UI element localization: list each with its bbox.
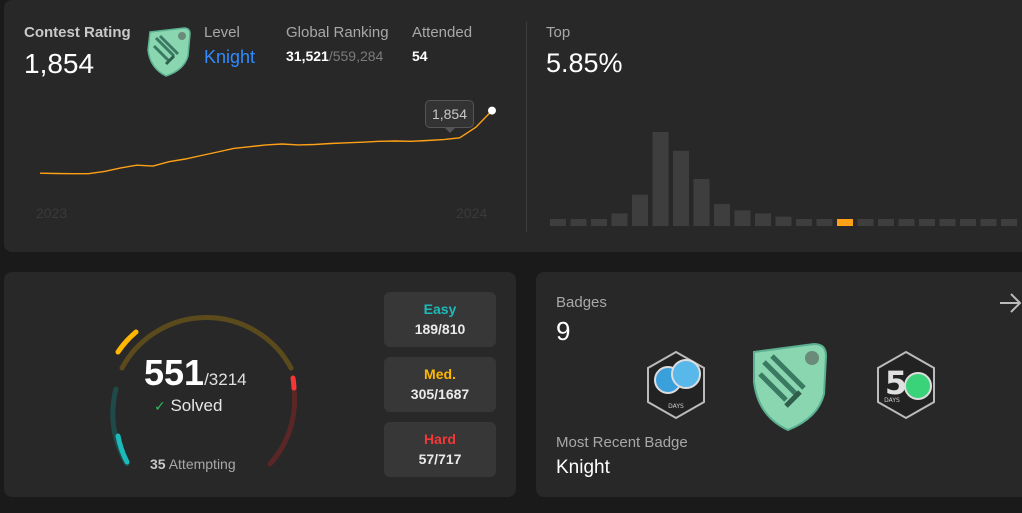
recent-badge-value: Knight bbox=[556, 457, 610, 478]
rating-tooltip: 1,854 bbox=[425, 100, 474, 128]
contest-rating-value: 1,854 bbox=[24, 48, 95, 79]
distribution-bar-current bbox=[837, 219, 853, 226]
distribution-bar bbox=[980, 219, 997, 226]
year-start-label: 2023 bbox=[36, 205, 68, 221]
arrow-right-icon[interactable] bbox=[998, 292, 1022, 314]
distribution-bar bbox=[939, 219, 956, 226]
distribution-bar bbox=[632, 194, 648, 226]
rating-distribution-chart[interactable] bbox=[550, 120, 1022, 226]
distribution-bar bbox=[673, 150, 689, 226]
knight-badge-icon[interactable] bbox=[748, 342, 832, 432]
badge-days-text: DAYS bbox=[668, 403, 684, 410]
distribution-bar bbox=[714, 204, 730, 226]
rating-current-point bbox=[488, 106, 496, 115]
distribution-bar bbox=[796, 219, 812, 226]
distribution-bar bbox=[878, 219, 894, 226]
year-end-label: 2024 bbox=[456, 205, 488, 221]
distribution-bar bbox=[960, 219, 976, 226]
distribution-bar bbox=[734, 210, 751, 226]
global-ranking-label: Global Ranking bbox=[286, 24, 389, 41]
badges-card: Badges 9 DAYS 5 DAYS Most Recent Badge K… bbox=[536, 272, 1022, 497]
hard-box[interactable]: Hard 57/717 bbox=[384, 422, 496, 477]
distribution-bar bbox=[898, 219, 915, 226]
badges-label: Badges bbox=[556, 294, 607, 311]
knight-level-icon bbox=[147, 27, 191, 77]
solved-label: ✓ Solved bbox=[154, 396, 223, 415]
level-label: Level bbox=[204, 24, 240, 41]
easy-box[interactable]: Easy 189/810 bbox=[384, 292, 496, 347]
days-badge-icon[interactable]: DAYS bbox=[644, 350, 708, 420]
distribution-bar bbox=[611, 213, 628, 226]
distribution-bar bbox=[755, 213, 771, 226]
tooltip-pointer bbox=[444, 127, 456, 133]
attempting-label: 35 Attempting bbox=[150, 456, 236, 472]
distribution-bar bbox=[857, 219, 874, 226]
badge-50-days-text: DAYS bbox=[884, 397, 900, 404]
distribution-bar bbox=[1001, 219, 1017, 226]
recent-badge-label: Most Recent Badge bbox=[556, 434, 688, 451]
solved-progress-card: 551/3214 ✓ Solved 35 Attempting Easy 189… bbox=[4, 272, 516, 497]
top-percent-value: 5.85% bbox=[546, 48, 623, 78]
distribution-bar bbox=[550, 219, 566, 226]
attended-value: 54 bbox=[412, 48, 428, 64]
top-percent-label: Top bbox=[546, 24, 571, 41]
solved-count: 551/3214 bbox=[144, 352, 247, 393]
distribution-bar bbox=[570, 219, 587, 226]
rating-history-chart[interactable] bbox=[34, 100, 504, 190]
distribution-bar bbox=[775, 216, 792, 226]
50-days-badge-icon[interactable]: 5 DAYS bbox=[874, 350, 938, 420]
svg-text:5: 5 bbox=[885, 364, 907, 402]
distribution-bar bbox=[919, 219, 935, 226]
distribution-bar bbox=[816, 219, 833, 226]
contest-rating-card: Contest Rating 1,854 Level Knight Global… bbox=[4, 0, 1022, 252]
solved-progress-ring bbox=[110, 315, 298, 467]
badges-count: 9 bbox=[556, 316, 571, 346]
distribution-bar bbox=[591, 219, 607, 226]
attended-label: Attended bbox=[412, 24, 473, 41]
check-icon: ✓ bbox=[154, 398, 166, 414]
contest-rating-label: Contest Rating bbox=[24, 24, 131, 41]
level-value: Knight bbox=[204, 47, 256, 67]
section-divider bbox=[526, 22, 527, 232]
distribution-bar bbox=[693, 179, 710, 226]
distribution-bar bbox=[652, 132, 669, 226]
medium-box[interactable]: Med. 305/1687 bbox=[384, 357, 496, 412]
global-ranking-value: 31,521/559,284 bbox=[286, 48, 384, 64]
rating-line bbox=[39, 110, 493, 175]
